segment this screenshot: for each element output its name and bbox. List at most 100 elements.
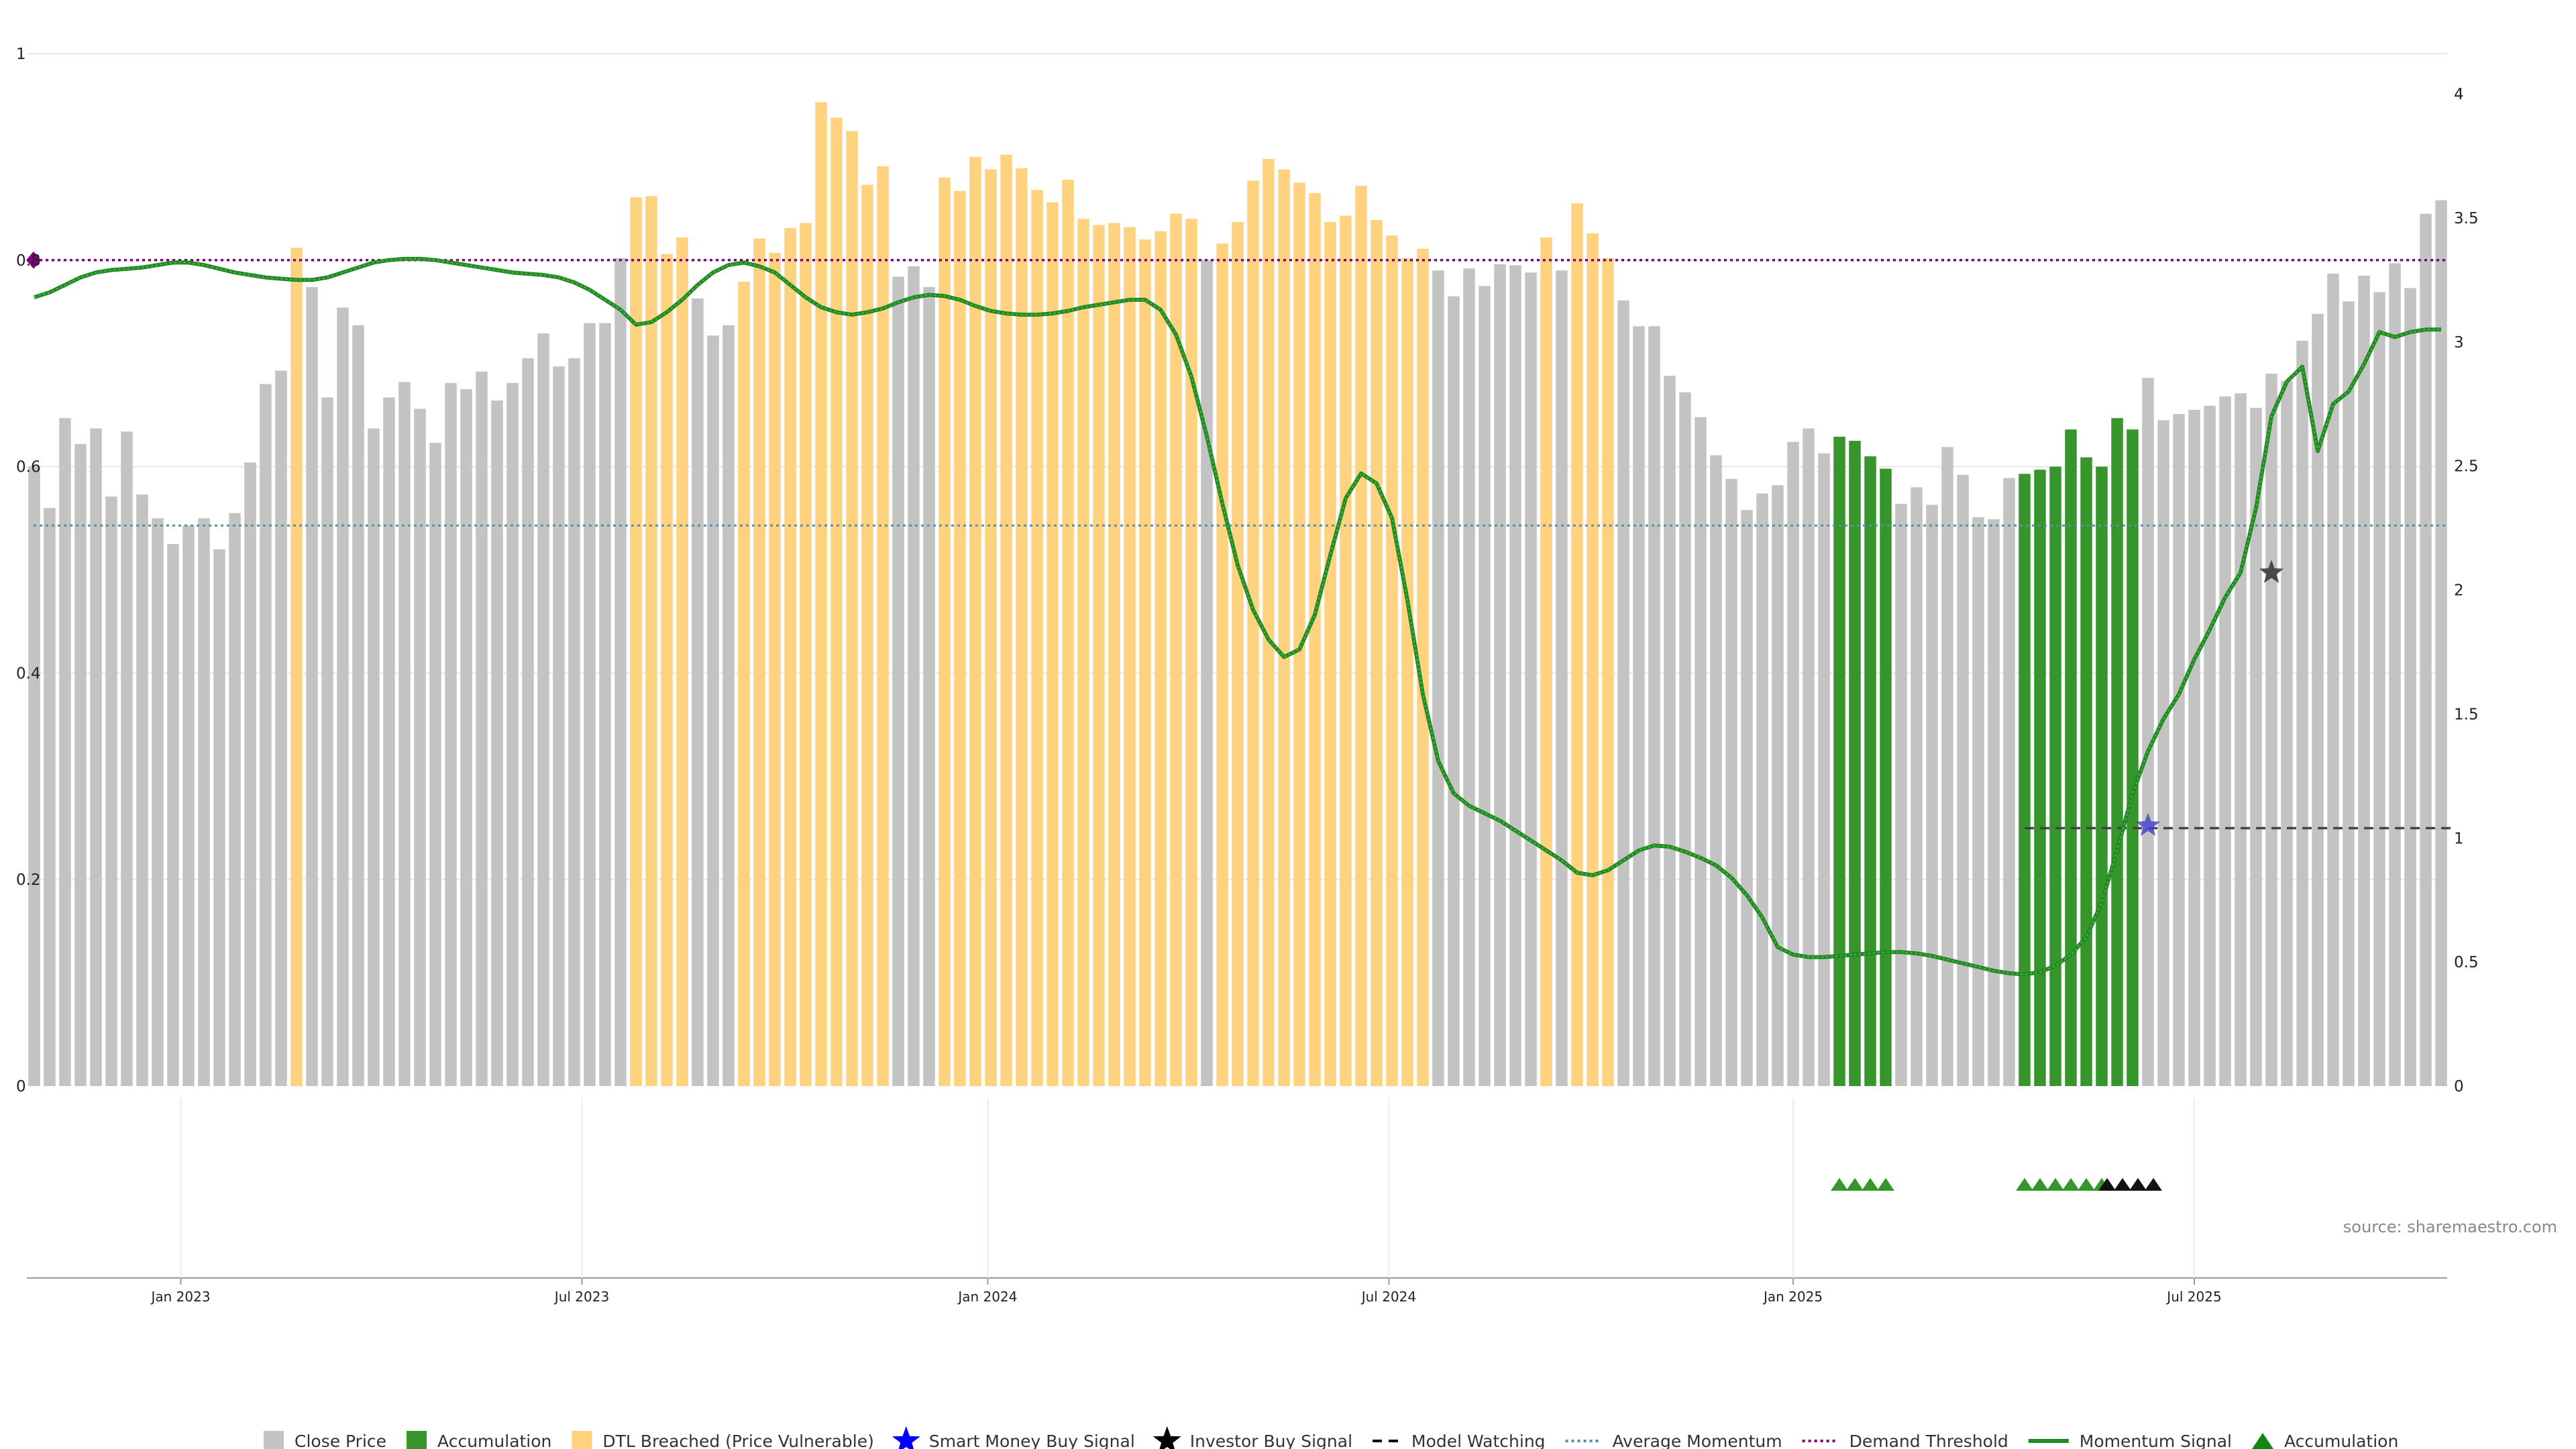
close-price-bar — [136, 494, 148, 1086]
right-axis-tick: 0.5 — [2454, 954, 2479, 971]
accumulation-bar — [2034, 470, 2046, 1086]
legend-smart-money-star-icon — [892, 1426, 920, 1449]
close-price-bar — [553, 366, 565, 1086]
date-axis: Jan 2023 Jul 2023 Jan 2024 Jul 2024 Jan 2025… — [27, 1098, 2447, 1305]
dtl-breached-bar — [969, 156, 981, 1086]
dtl-breached-bar — [1139, 239, 1151, 1086]
close-price-bar — [167, 544, 179, 1086]
close-price-bar — [2173, 414, 2185, 1086]
dtl-breached-bar — [753, 238, 765, 1087]
close-price-bar — [1432, 270, 1444, 1087]
dtl-breached-bar — [1185, 219, 1197, 1086]
accumulation-triangle — [2047, 1178, 2064, 1191]
close-price-bar — [398, 382, 411, 1086]
close-price-bar — [2281, 380, 2293, 1086]
left-axis-tick: 0.6 — [16, 459, 41, 476]
close-price-bar — [1772, 485, 1784, 1086]
date-tick-label: Jan 2023 — [150, 1289, 210, 1305]
dtl-breached-bar — [1309, 193, 1321, 1086]
dtl-breached-bar — [630, 197, 642, 1086]
legend-label: Accumulation — [2284, 1432, 2398, 1449]
close-price-bar — [2265, 374, 2277, 1086]
close-price-bar — [1648, 326, 1660, 1086]
right-axis-tick: 1 — [2454, 830, 2464, 847]
close-price-bar — [2235, 393, 2247, 1086]
legend-label: Average Momentum — [1613, 1432, 1782, 1449]
date-tick-label: Jul 2023 — [553, 1289, 609, 1305]
accumulation-triangle — [2062, 1178, 2080, 1191]
accumulation-bar — [2096, 466, 2108, 1086]
date-tick-label: Jul 2025 — [2165, 1289, 2221, 1305]
dtl-breached-bar — [1000, 154, 1012, 1086]
close-price-bar — [1633, 326, 1645, 1086]
close-price-bar — [306, 286, 318, 1087]
close-price-bar — [1479, 286, 1491, 1086]
dtl-breached-bar — [1587, 233, 1599, 1086]
right-axis-tick: 1.5 — [2454, 706, 2479, 723]
close-price-bar — [1525, 272, 1537, 1086]
close-price-bar — [368, 428, 380, 1086]
dtl-breached-bar — [784, 228, 796, 1086]
dtl-breached-bar — [877, 166, 889, 1087]
price-bars — [28, 102, 2447, 1087]
accumulation-triangle — [2016, 1178, 2033, 1191]
accumulation-bar — [1849, 441, 1861, 1086]
dtl-breached-bar — [1386, 235, 1398, 1086]
accumulation-bar — [2065, 429, 2077, 1086]
left-axis-tick: 0.4 — [16, 665, 41, 682]
close-price-bar — [692, 298, 704, 1086]
close-price-bar — [260, 384, 272, 1086]
dtl-breached-bar — [1031, 190, 1043, 1087]
accumulation-bar — [2111, 418, 2123, 1086]
close-price-bar — [1664, 376, 1676, 1087]
close-price-bar — [1972, 517, 1984, 1086]
close-price-bar — [2250, 407, 2262, 1086]
close-price-bar — [491, 400, 503, 1086]
close-price-bar — [1556, 270, 1568, 1087]
legend-item: Demand Threshold — [1802, 1432, 2008, 1449]
legend-item: Accumulation — [407, 1431, 551, 1449]
close-price-bar — [2188, 409, 2200, 1086]
close-price-bar — [1494, 264, 1506, 1086]
accumulation-bar — [1833, 436, 1845, 1086]
close-price-bar — [2003, 478, 2015, 1086]
close-price-bar — [383, 397, 395, 1086]
investor-triangle — [2114, 1178, 2131, 1191]
close-price-bar — [2435, 200, 2447, 1087]
accumulation-triangle — [1877, 1178, 1894, 1191]
legend-investor-star-icon — [1152, 1426, 1181, 1449]
close-price-bar — [1695, 417, 1707, 1086]
close-price-bar — [614, 258, 627, 1087]
right-axis-tick: 2.5 — [2454, 458, 2479, 476]
close-price-bar — [1911, 487, 1923, 1086]
dtl-breached-bar — [1155, 231, 1167, 1086]
dtl-breached-bar — [1340, 215, 1352, 1086]
dtl-breached-bar — [738, 282, 750, 1086]
close-price-bar — [1710, 455, 1722, 1086]
legend-label: Demand Threshold — [1849, 1432, 2008, 1449]
investor-triangle — [2145, 1178, 2162, 1191]
dtl-breached-bar — [1571, 203, 1583, 1086]
legend-item: Momentum Signal — [2028, 1432, 2232, 1449]
dtl-breached-bar — [769, 253, 781, 1087]
close-price-bar — [1803, 428, 1815, 1086]
investor-triangle — [2098, 1178, 2116, 1191]
left-axis-tick: 0.2 — [16, 871, 41, 889]
close-price-bar — [44, 508, 56, 1086]
legend-item: Model Watching — [1373, 1432, 1546, 1449]
close-price-bar — [275, 370, 287, 1086]
dtl-breached-bar — [1263, 158, 1275, 1086]
close-price-bar — [2157, 420, 2169, 1086]
legend-label: Close Price — [294, 1432, 386, 1449]
right-axis: 0 0.5 1 1.5 2 2.5 3 3.5 4 — [2454, 86, 2479, 1095]
dtl-breached-bar — [1247, 180, 1259, 1086]
legend-item: Close Price — [264, 1431, 386, 1449]
dtl-breached-bar — [1417, 248, 1429, 1087]
close-price-bar — [1725, 479, 1737, 1086]
legend-triangle-icon — [2251, 1433, 2273, 1449]
dtl-breached-bar — [1355, 185, 1367, 1087]
dtl-breached-bar — [800, 223, 812, 1086]
dtl-breached-bar — [954, 191, 966, 1086]
smart-money-buy-star — [2135, 812, 2161, 837]
legend-item: DTL Breached (Price Vulnerable) — [572, 1431, 874, 1449]
